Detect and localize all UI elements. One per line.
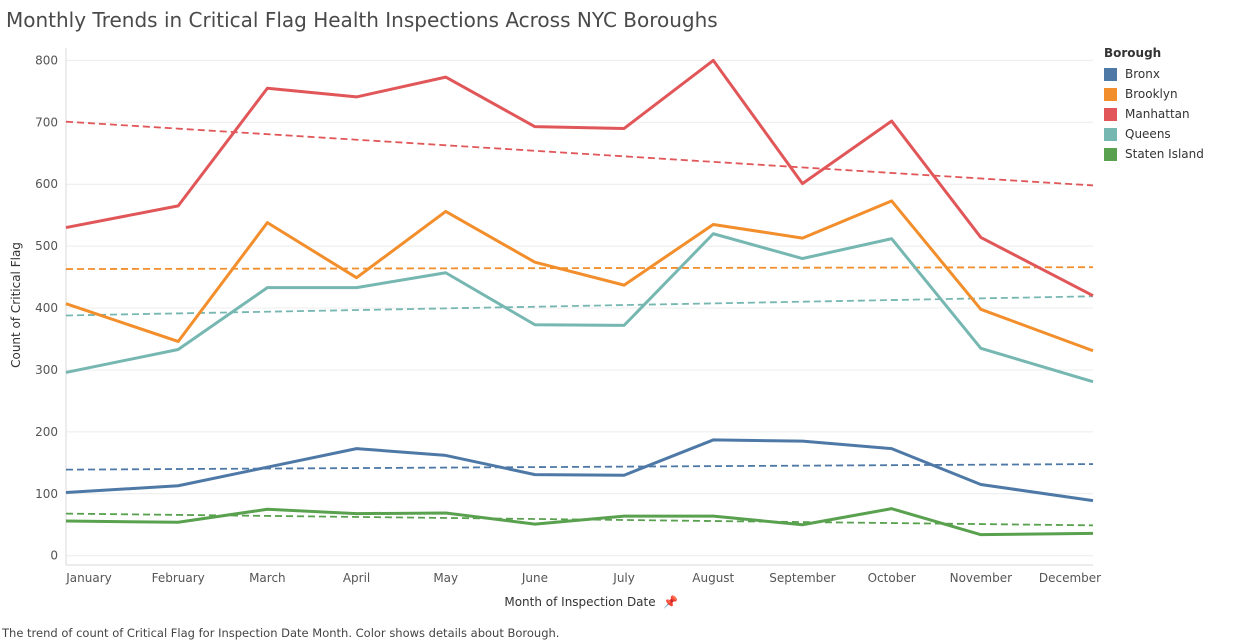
legend-item-queens[interactable]: Queens [1104, 124, 1204, 144]
x-tick-label: February [152, 571, 205, 585]
y-tick-label: 800 [35, 53, 58, 67]
x-axis: January February March April May June July Augu… [65, 564, 1101, 585]
y-tick-label: 400 [35, 301, 58, 315]
x-tick-label: January [65, 571, 112, 585]
gridlines [66, 59, 1093, 557]
x-tick-label: December [1039, 571, 1101, 585]
y-axis: 0 100 200 300 400 500 600 700 800 [35, 48, 67, 565]
legend-label: Bronx [1125, 67, 1160, 81]
x-tick-label: July [612, 571, 635, 585]
legend-swatch [1104, 87, 1117, 101]
legend: Borough Bronx Brooklyn Manhattan Queens Stat… [1104, 46, 1204, 164]
legend-title: Borough [1104, 46, 1162, 60]
y-tick-label: 200 [35, 425, 58, 439]
legend-label: Manhattan [1125, 107, 1190, 121]
x-tick-label: October [868, 571, 916, 585]
legend-item-manhattan[interactable]: Manhattan [1104, 104, 1204, 124]
trend-line-queens [65, 295, 1094, 317]
y-tick-label: 300 [35, 363, 58, 377]
legend-item-bronx[interactable]: Bronx [1104, 64, 1204, 84]
x-tick-label: April [343, 571, 370, 585]
y-tick-label: 100 [35, 487, 58, 501]
y-tick-label: 600 [35, 177, 58, 191]
series-line-queens[interactable] [65, 232, 1094, 384]
pin-icon[interactable]: 📌 [663, 594, 678, 609]
chart-title: Monthly Trends in Critical Flag Health I… [6, 8, 718, 32]
trend-line-brooklyn [65, 266, 1094, 270]
x-tick-label: May [433, 571, 458, 585]
x-tick-label: September [769, 571, 835, 585]
series-line-brooklyn[interactable] [65, 199, 1094, 353]
x-tick-label: November [950, 571, 1012, 585]
x-tick-label: August [692, 571, 734, 585]
x-tick-label: March [249, 571, 286, 585]
legend-label: Queens [1125, 127, 1171, 141]
legend-item-staten-island[interactable]: Staten Island [1104, 144, 1204, 164]
x-tick-label: June [521, 571, 548, 585]
legend-label: Staten Island [1125, 147, 1204, 161]
trend-line-manhattan [65, 120, 1094, 187]
y-tick-label: 500 [35, 239, 58, 253]
legend-item-brooklyn[interactable]: Brooklyn [1104, 84, 1204, 104]
series-lines [65, 58, 1094, 537]
series-line-bronx[interactable] [65, 438, 1094, 503]
legend-swatch [1104, 107, 1117, 121]
legend-label: Brooklyn [1125, 87, 1178, 101]
y-tick-label: 700 [35, 115, 58, 129]
legend-swatch [1104, 147, 1117, 161]
trend-lines [65, 120, 1094, 527]
trend-line-bronx [65, 463, 1094, 471]
y-tick-label: 0 [50, 549, 58, 563]
y-axis-label: Count of Critical Flag [9, 242, 23, 368]
legend-items: Bronx Brooklyn Manhattan Queens Staten Islan… [1104, 64, 1204, 164]
chart-caption: The trend of count of Critical Flag for … [2, 626, 560, 640]
legend-swatch [1104, 127, 1117, 141]
legend-swatch [1104, 67, 1117, 81]
trend-line-staten-island [65, 512, 1094, 527]
series-line-manhattan[interactable] [65, 58, 1094, 297]
series-line-staten-island[interactable] [65, 507, 1094, 537]
x-axis-label: Month of Inspection Date [504, 595, 655, 609]
